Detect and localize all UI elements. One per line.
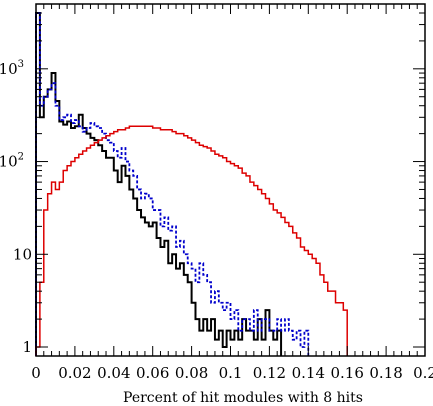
x-tick-label: 0.2	[413, 364, 433, 382]
x-axis-title: Percent of hit modules with 8 hits	[123, 390, 363, 406]
x-tick-label: 0.18	[369, 364, 402, 382]
y-tick-label: 10	[13, 245, 32, 263]
x-tick-label: 0.04	[97, 364, 130, 382]
series-layer	[35, 11, 348, 356]
y-tick-label: 102	[0, 152, 24, 171]
x-tick-label: 0.14	[292, 364, 325, 382]
x-tick-label: 0.08	[175, 364, 208, 382]
y-tick-label: 103	[0, 59, 24, 78]
series-0-line	[35, 11, 283, 356]
x-tick-label: 0	[31, 364, 41, 382]
tick-layer	[35, 3, 426, 356]
x-tick-label: 0.06	[136, 364, 169, 382]
series-2-line	[35, 125, 348, 356]
series-1-line	[35, 12, 310, 356]
x-tick-label: 0.12	[253, 364, 286, 382]
x-tick-label: 0.1	[219, 364, 243, 382]
label-layer: 0 0.02 0.04 0.06 0.08 0.1 0.12 0.14 0.16 0.18 0.2 1…	[0, 59, 433, 382]
y-tick-label: 1	[22, 338, 32, 356]
x-tick-label: 0.02	[58, 364, 91, 382]
x-tick-label: 0.16	[330, 364, 363, 382]
